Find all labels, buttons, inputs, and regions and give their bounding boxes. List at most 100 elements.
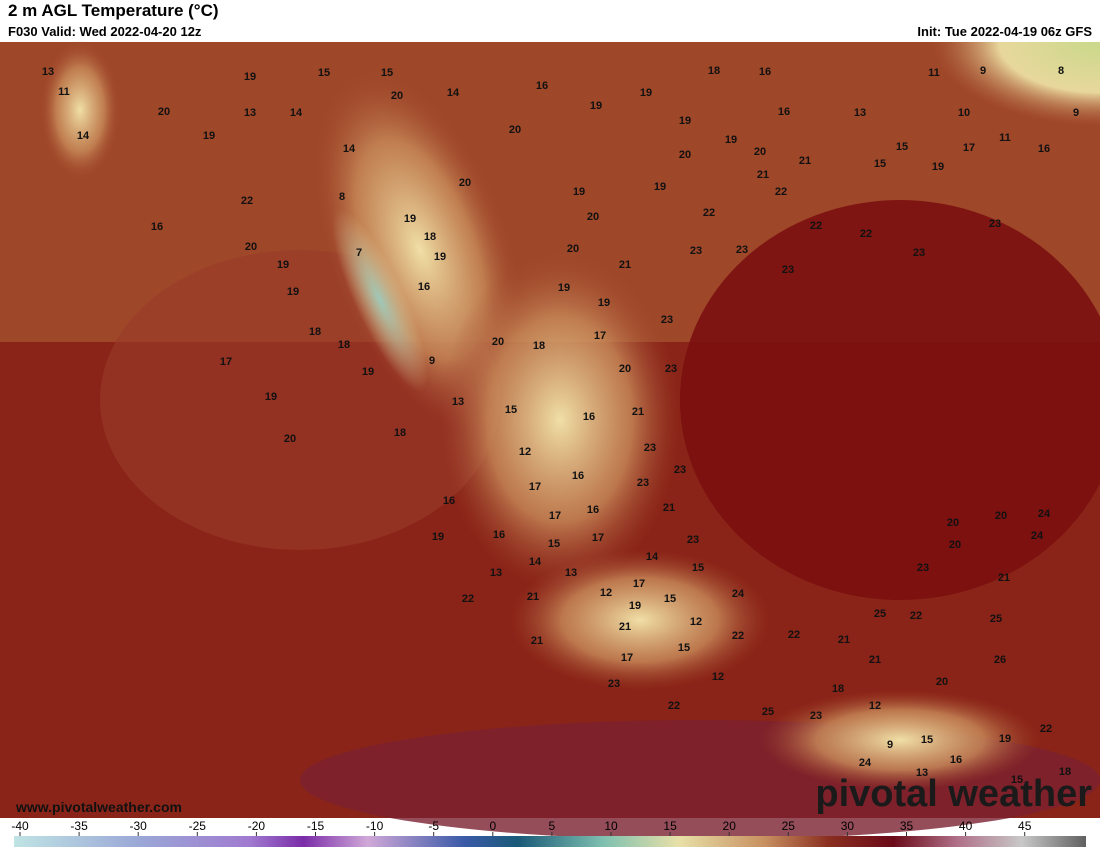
temperature-label: 21 [838, 634, 850, 646]
temperature-label: 19 [725, 134, 737, 146]
temperature-label: 11 [58, 86, 70, 98]
colorbar-tick-label: 35 [900, 819, 914, 833]
logo: pivotal weather [815, 773, 1092, 815]
temperature-label: 19 [590, 100, 602, 112]
temperature-label: 9 [980, 65, 986, 77]
temperature-label: 9 [429, 355, 435, 367]
temperature-label: 22 [703, 207, 715, 219]
temperature-label: 19 [434, 251, 446, 263]
temperature-label: 23 [810, 710, 822, 722]
colorbar-tick-label: 45 [1018, 819, 1032, 833]
temperature-label: 15 [381, 67, 393, 79]
temperature-label: 16 [950, 754, 962, 766]
temperature-label: 14 [447, 87, 460, 99]
baja-north [40, 40, 120, 180]
temperature-label: 7 [356, 247, 362, 259]
temperature-label: 23 [690, 245, 702, 257]
temperature-label: 13 [854, 107, 866, 119]
temperature-label: 15 [921, 734, 933, 746]
temperature-label: 18 [1059, 766, 1071, 778]
temperature-label: 20 [459, 177, 471, 189]
colorbar-tick-label: -10 [366, 819, 384, 833]
temperature-label: 20 [679, 149, 691, 161]
temperature-label: 12 [519, 446, 531, 458]
temperature-label: 16 [418, 281, 430, 293]
central-america [760, 690, 1040, 790]
colorbar-tick-label: 15 [663, 819, 677, 833]
temperature-label: 19 [654, 181, 666, 193]
temperature-label: 14 [646, 551, 659, 563]
temperature-label: 19 [598, 297, 610, 309]
temperature-label: 23 [661, 314, 673, 326]
temperature-label: 12 [600, 587, 612, 599]
temperature-label: 24 [1038, 508, 1051, 520]
temperature-label: 22 [1040, 723, 1052, 735]
temperature-label: 16 [536, 80, 548, 92]
temperature-label: 19 [287, 286, 299, 298]
temperature-label: 20 [245, 241, 257, 253]
temperature-label: 9 [887, 739, 893, 751]
temperature-label: 22 [860, 228, 872, 240]
temperature-label: 20 [619, 363, 631, 375]
temperature-label: 13 [452, 396, 464, 408]
colorbar-tick-label: -25 [189, 819, 207, 833]
temperature-label: 19 [679, 115, 691, 127]
temperature-label: 14 [529, 556, 542, 568]
temperature-label: 15 [874, 158, 886, 170]
temperature-label: 25 [874, 608, 886, 620]
temperature-label: 18 [708, 65, 720, 77]
temperature-label: 21 [632, 406, 644, 418]
temperature-label: 21 [998, 572, 1010, 584]
temperature-label: 21 [663, 502, 675, 514]
temperature-label: 23 [637, 477, 649, 489]
temperature-label: 16 [493, 529, 505, 541]
colorbar-tick-label: -30 [130, 819, 148, 833]
temperature-label: 23 [674, 464, 686, 476]
temperature-label: 8 [339, 191, 345, 203]
temperature-label: 9 [1073, 107, 1079, 119]
temperature-label: 17 [529, 481, 541, 493]
temperature-label: 13 [42, 66, 54, 78]
temperature-label: 18 [309, 326, 321, 338]
colorbar-tick-label: -20 [248, 819, 266, 833]
temperature-label: 19 [203, 130, 215, 142]
temperature-label: 22 [910, 610, 922, 622]
temperature-label: 23 [608, 678, 620, 690]
temperature-label: 20 [509, 124, 521, 136]
temperature-label: 17 [963, 142, 975, 154]
temperature-label: 14 [77, 130, 90, 142]
colorbar-tick-label: 10 [604, 819, 618, 833]
temperature-label: 19 [932, 161, 944, 173]
colorbar-tick-label: 20 [723, 819, 737, 833]
colorbar-tick-label: 25 [782, 819, 796, 833]
temperature-label: 15 [664, 593, 676, 605]
temperature-label: 19 [999, 733, 1011, 745]
temperature-label: 12 [712, 671, 724, 683]
colorbar-tick-label: -35 [70, 819, 88, 833]
temperature-label: 13 [244, 107, 256, 119]
temperature-label: 19 [362, 366, 374, 378]
temperature-label: 19 [244, 71, 256, 83]
temperature-label: 11 [999, 132, 1011, 144]
colorbar-tick-label: 30 [841, 819, 855, 833]
temperature-label: 11 [928, 67, 940, 79]
temperature-label: 13 [565, 567, 577, 579]
temperature-label: 20 [158, 106, 170, 118]
temperature-label: 13 [916, 767, 928, 779]
temperature-label: 23 [644, 442, 656, 454]
temperature-label: 12 [869, 700, 881, 712]
temperature-label: 17 [621, 652, 633, 664]
temperature-label: 20 [936, 676, 948, 688]
temperature-label: 15 [678, 642, 690, 654]
valid-time: F030 Valid: Wed 2022-04-20 12z [8, 24, 202, 39]
temperature-label: 16 [759, 66, 771, 78]
colorbar-tick-label: -5 [428, 819, 439, 833]
temperature-label: 16 [778, 106, 790, 118]
temperature-label: 19 [629, 600, 641, 612]
temperature-label: 18 [338, 339, 350, 351]
colorbar-tick-label: 5 [549, 819, 556, 833]
temperature-label: 17 [549, 510, 561, 522]
temperature-label: 12 [690, 616, 702, 628]
temperature-label: 22 [732, 630, 744, 642]
temperature-label: 16 [587, 504, 599, 516]
